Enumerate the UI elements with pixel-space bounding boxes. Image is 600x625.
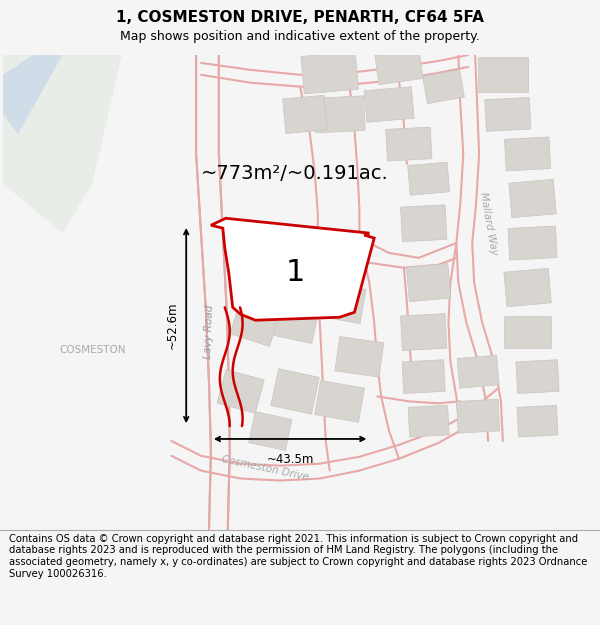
- Polygon shape: [283, 95, 327, 134]
- Polygon shape: [386, 127, 432, 161]
- Text: ~773m²/~0.191ac.: ~773m²/~0.191ac.: [201, 164, 389, 183]
- Text: COSMESTON: COSMESTON: [59, 345, 125, 355]
- Text: Lavy Road: Lavy Road: [203, 305, 215, 359]
- Polygon shape: [478, 58, 527, 92]
- Polygon shape: [406, 264, 451, 302]
- Text: ~43.5m: ~43.5m: [266, 452, 314, 466]
- Polygon shape: [335, 337, 384, 377]
- Polygon shape: [313, 281, 366, 324]
- Polygon shape: [509, 179, 556, 218]
- Polygon shape: [248, 412, 292, 451]
- Polygon shape: [457, 355, 499, 388]
- Polygon shape: [422, 70, 464, 104]
- Text: Map shows position and indicative extent of the property.: Map shows position and indicative extent…: [120, 30, 480, 43]
- Polygon shape: [217, 369, 264, 413]
- Polygon shape: [364, 87, 414, 123]
- Polygon shape: [314, 381, 365, 423]
- Polygon shape: [3, 55, 62, 134]
- Polygon shape: [504, 316, 551, 348]
- Text: Cosmeston Drive: Cosmeston Drive: [221, 454, 310, 482]
- Polygon shape: [301, 52, 358, 94]
- Polygon shape: [505, 137, 551, 171]
- Polygon shape: [314, 96, 365, 133]
- Polygon shape: [3, 55, 122, 233]
- Polygon shape: [517, 405, 558, 437]
- Polygon shape: [516, 360, 559, 394]
- Text: ~52.6m: ~52.6m: [165, 302, 178, 349]
- Polygon shape: [271, 301, 319, 344]
- Polygon shape: [401, 314, 447, 351]
- Polygon shape: [508, 226, 557, 260]
- Text: Mallard Way: Mallard Way: [478, 191, 499, 256]
- Polygon shape: [271, 369, 319, 414]
- Polygon shape: [401, 205, 447, 242]
- Polygon shape: [402, 360, 445, 394]
- Polygon shape: [211, 218, 374, 320]
- Text: 1: 1: [286, 258, 305, 288]
- Polygon shape: [485, 98, 531, 131]
- Polygon shape: [408, 405, 449, 437]
- Polygon shape: [230, 298, 281, 346]
- Polygon shape: [375, 49, 423, 84]
- Text: 1, COSMESTON DRIVE, PENARTH, CF64 5FA: 1, COSMESTON DRIVE, PENARTH, CF64 5FA: [116, 10, 484, 25]
- Text: Contains OS data © Crown copyright and database right 2021. This information is : Contains OS data © Crown copyright and d…: [9, 534, 587, 579]
- Polygon shape: [457, 399, 500, 433]
- Polygon shape: [229, 244, 282, 291]
- Polygon shape: [504, 268, 551, 307]
- Polygon shape: [407, 162, 449, 195]
